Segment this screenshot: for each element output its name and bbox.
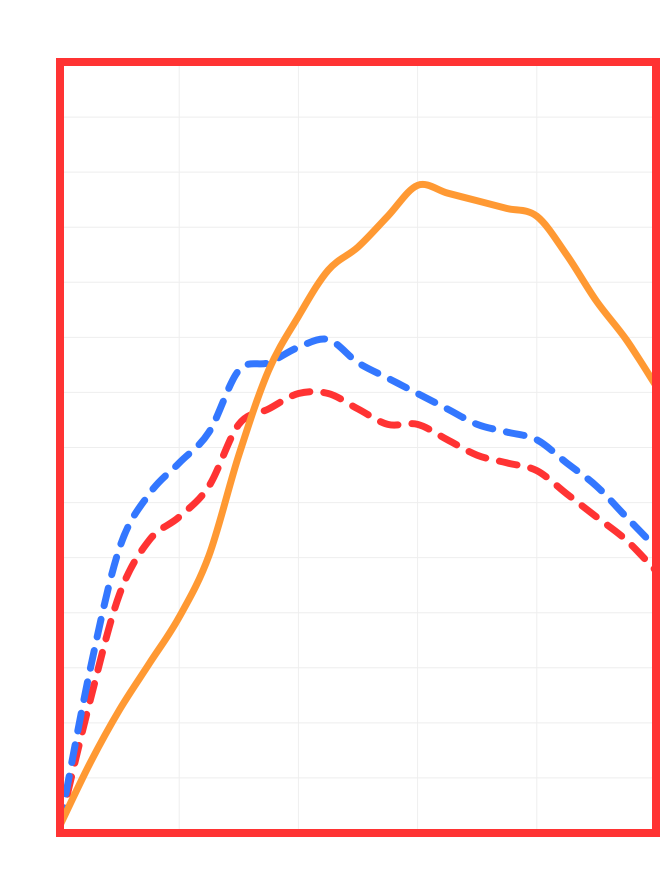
chart-grid bbox=[60, 62, 656, 833]
plot-frame bbox=[56, 58, 660, 837]
chart-series-group bbox=[56, 180, 660, 829]
series-line-2 bbox=[56, 388, 660, 829]
series-line-0 bbox=[56, 180, 660, 829]
series-line-1 bbox=[56, 335, 660, 829]
